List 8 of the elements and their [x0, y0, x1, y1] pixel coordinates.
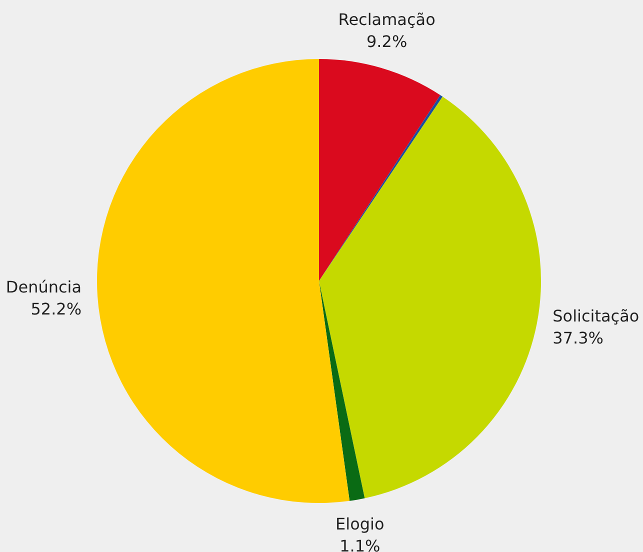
- slice-label: Elogio: [336, 514, 384, 534]
- slice-label: Reclamação: [338, 10, 436, 29]
- data-label: 9.2%: [366, 32, 408, 51]
- data-label: 37.3%: [552, 328, 604, 348]
- data-label: 52.2%: [30, 299, 82, 318]
- slice-label: Denúncia: [6, 277, 82, 296]
- data-label: 1.1%: [340, 536, 380, 552]
- slice-label: Solicitação: [552, 306, 640, 326]
